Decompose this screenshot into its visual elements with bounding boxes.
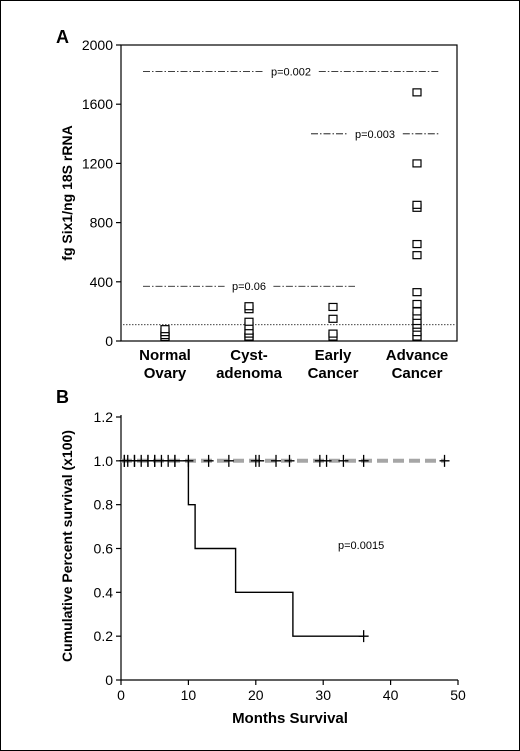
panel-b-censor-mark bbox=[169, 454, 180, 467]
panel-a-category-label: Advance bbox=[386, 347, 449, 364]
panel-a-category-label: Cyst- bbox=[230, 347, 268, 364]
panel-a-categories: NormalOvaryCyst-adenomaEarlyCancerAdvanc… bbox=[139, 347, 448, 382]
panel-a-data-point bbox=[244, 302, 254, 311]
panel-b-survival-curve bbox=[121, 460, 364, 637]
panel-a-y-tick-label: 2000 bbox=[82, 37, 113, 53]
panel-b-censor-mark bbox=[156, 454, 167, 467]
panel-a-category-label: Normal bbox=[139, 347, 191, 364]
panel-b-label: B bbox=[56, 387, 69, 407]
panel-b-y-tick-label: 0.6 bbox=[94, 541, 114, 557]
panel-b-x-tick-label: 0 bbox=[117, 687, 125, 703]
panel-b-y-axis-title: Cumulative Percent survival (x100) bbox=[59, 430, 75, 662]
panel-b-y-ticks: 0 0.2 0.4 0.6 0.8 1.0 1.2 bbox=[94, 409, 121, 688]
panel-a-comparison-label: p=0.06 bbox=[232, 281, 266, 293]
panel-b-censor-mark bbox=[358, 630, 369, 643]
panel-a-data-point bbox=[412, 251, 422, 260]
panel-a-data-point bbox=[328, 302, 338, 312]
panel-a-category-label: Cancer bbox=[308, 365, 359, 382]
panel-a-data-point bbox=[160, 325, 170, 334]
panel-b-censor-mark bbox=[439, 454, 450, 467]
panel-a-label: A bbox=[56, 27, 69, 47]
panel-b-series bbox=[119, 454, 450, 643]
panel-b-x-tick-label: 30 bbox=[315, 687, 331, 703]
panel-b: B Cumulative Percent survival (x100) Mon… bbox=[56, 387, 466, 727]
panel-a-data-point bbox=[412, 288, 422, 297]
panel-b-y-tick-label: 0.2 bbox=[94, 628, 114, 644]
panel-a-comparisons: p=0.002 p=0.003 p=0.06 bbox=[143, 67, 439, 293]
panel-b-y-tick-label: 1.2 bbox=[94, 409, 114, 425]
panel-b-censor-mark bbox=[223, 454, 234, 467]
panel-b-x-tick-label: 20 bbox=[248, 687, 264, 703]
panel-a-data-point bbox=[412, 88, 422, 97]
panel-a-data-point bbox=[412, 299, 422, 309]
panel-b-censor-mark bbox=[338, 454, 349, 467]
panel-a-y-tick-label: 1600 bbox=[82, 96, 113, 112]
panel-b-y-tick-label: 0 bbox=[105, 672, 113, 688]
panel-b-x-tick-label: 40 bbox=[383, 687, 399, 703]
panel-a-y-ticks: 0 400 800 1200 1600 2000 bbox=[82, 37, 121, 349]
panel-b-x-tick-label: 50 bbox=[450, 687, 466, 703]
panel-a-y-tick-label: 400 bbox=[90, 274, 114, 290]
panel-b-x-ticks: 0 10 20 30 40 50 bbox=[117, 680, 466, 703]
panel-a-y-axis-title: fg Six1/ng 18S rRNA bbox=[59, 125, 75, 260]
panel-a-points bbox=[160, 88, 422, 342]
panel-b-censor-mark bbox=[284, 454, 295, 467]
panel-b-x-axis-title: Months Survival bbox=[232, 710, 348, 727]
panel-a-data-point bbox=[412, 307, 422, 316]
panel-a-data-point bbox=[244, 317, 254, 326]
panel-a: A fg Six1/ng 18S rRNA 0 400 800 1200 1600 200… bbox=[56, 27, 458, 382]
panel-a-category-label: adenoma bbox=[216, 365, 283, 382]
panel-b-censor-mark bbox=[358, 454, 369, 467]
panel-b-censor-mark bbox=[203, 454, 214, 467]
panel-a-data-point bbox=[412, 159, 422, 168]
panel-b-censor-mark bbox=[254, 454, 265, 467]
panel-a-data-point bbox=[412, 239, 422, 249]
panel-b-censor-mark bbox=[271, 454, 282, 467]
panel-a-y-tick-label: 1200 bbox=[82, 155, 113, 171]
panel-a-y-tick-label: 0 bbox=[105, 333, 113, 349]
panel-a-category-label: Cancer bbox=[392, 365, 443, 382]
panel-a-y-tick-label: 800 bbox=[90, 215, 114, 231]
panel-b-x-tick-label: 10 bbox=[181, 687, 197, 703]
panel-a-category-label: Early bbox=[315, 347, 352, 364]
panel-a-category-label: Ovary bbox=[144, 365, 187, 382]
panel-a-data-point bbox=[328, 329, 338, 338]
panel-b-censor-mark bbox=[321, 454, 332, 467]
panel-a-comparison-label: p=0.003 bbox=[355, 129, 395, 141]
panel-b-y-tick-label: 0.8 bbox=[94, 497, 114, 513]
panel-b-y-tick-label: 0.4 bbox=[94, 584, 114, 600]
panel-b-y-tick-label: 1.0 bbox=[94, 453, 114, 469]
panel-a-comparison-label: p=0.002 bbox=[271, 67, 311, 79]
panel-b-p-value: p=0.0015 bbox=[338, 540, 384, 552]
panel-a-plot-area bbox=[120, 44, 458, 342]
panel-a-data-point bbox=[328, 314, 338, 323]
panel-a-data-point bbox=[412, 200, 422, 209]
